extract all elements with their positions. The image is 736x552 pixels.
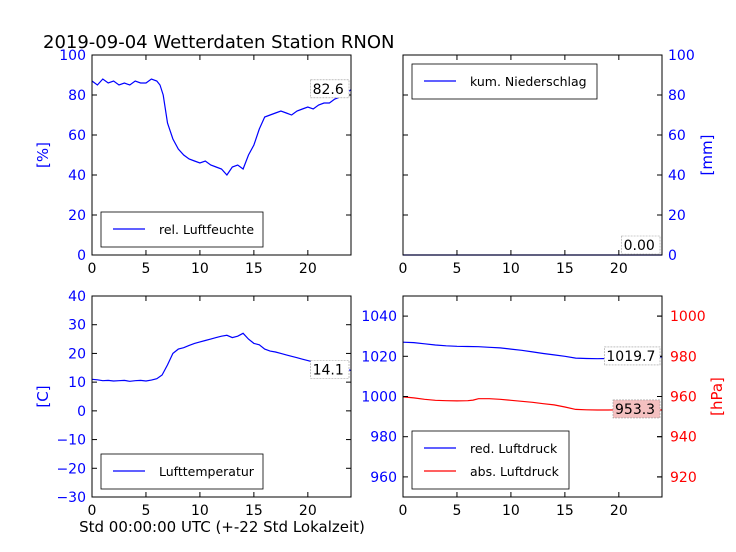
last-value-label-box — [310, 79, 350, 99]
panel-top-left: 0 5 10 15 20 0 20 40 60 80 100 [%] 82.6 rel. Luftfeuc… — [34, 48, 352, 277]
y-tick-label: 100 — [668, 48, 695, 64]
last-value-right-label: 953.3 — [615, 402, 655, 418]
y-axis-label: [%] — [34, 142, 52, 168]
x-tick-label: 10 — [191, 261, 209, 277]
series-line-1 — [91, 332, 352, 382]
x-tick-label: 5 — [141, 261, 150, 277]
x-tick-label: 20 — [610, 261, 628, 277]
x-tick-label: 15 — [245, 503, 263, 519]
y-tick-label: −20 — [56, 461, 86, 477]
legend: Lufttemperatur — [100, 453, 264, 490]
plot-frame — [402, 54, 663, 256]
x-tick-label: 15 — [556, 261, 574, 277]
y-tick-label: 10 — [68, 375, 86, 391]
x-tick-label: 15 — [245, 261, 263, 277]
y-tick-label: 1000 — [361, 390, 397, 406]
x-tick-label: 0 — [399, 261, 408, 277]
plot-frame — [91, 295, 352, 498]
y-tick-label: 1040 — [361, 309, 397, 325]
x-tick-label: 0 — [399, 503, 408, 519]
last-value-label: 14.1 — [313, 362, 344, 378]
legend: kum. Niederschlag — [411, 63, 598, 100]
y-axis-label: [mm] — [698, 135, 716, 176]
x-tick-label: 20 — [610, 503, 628, 519]
y-right-tick-label: 980 — [670, 349, 697, 365]
y-right-tick-label: 920 — [670, 470, 697, 486]
y-tick-label: 60 — [68, 128, 86, 144]
x-tick-label: 0 — [88, 261, 97, 277]
x-tick-label: 5 — [452, 261, 461, 277]
y-tick-label: 100 — [59, 48, 86, 64]
x-tick-label: 5 — [141, 503, 150, 519]
y-tick-label: 80 — [668, 88, 686, 104]
y-tick-label: 30 — [68, 318, 86, 334]
y-tick-label: 20 — [68, 346, 86, 362]
y-right-tick-label: 940 — [670, 430, 697, 446]
x-tick-label: 10 — [502, 503, 520, 519]
y-right-tick-label: 960 — [670, 390, 697, 406]
y-tick-label: 1020 — [361, 349, 397, 365]
series-line-1 — [91, 78, 352, 176]
y-tick-label: 960 — [370, 470, 397, 486]
y-tick-label: −30 — [56, 490, 86, 506]
last-value-label-box — [621, 235, 661, 255]
legend-label: red. Luftdruck — [470, 441, 558, 456]
chart-title: 2019-09-04 Wetterdaten Station RNON — [43, 32, 394, 53]
legend-label: rel. Luftfeuchte — [159, 222, 254, 237]
last-value-label: 0.00 — [624, 238, 655, 254]
y-axis-label: [hPa] — [708, 377, 726, 416]
y-tick-label: 40 — [68, 168, 86, 184]
last-value-label: 1019.7 — [606, 349, 655, 365]
x-tick-label: 10 — [191, 503, 209, 519]
last-value-label-box — [310, 360, 350, 379]
legend-frame — [411, 430, 570, 490]
legend-label: abs. Luftdruck — [470, 464, 560, 479]
x-tick-label: 5 — [452, 503, 461, 519]
y-tick-label: 0 — [77, 248, 86, 264]
last-value-right-label-box — [612, 399, 661, 419]
y-tick-label: 0 — [77, 404, 86, 420]
y-tick-label: 0 — [668, 248, 677, 264]
y-tick-label: 980 — [370, 430, 397, 446]
panel-bottom-left: 0 5 10 15 20 −30 −20 −10 0 10 20 30 40 [C] 14.1 Lufttem… — [34, 289, 352, 519]
y-right-tick-label: 1000 — [670, 309, 706, 325]
legend-label: kum. Niederschlag — [470, 74, 587, 89]
y-tick-label: 40 — [68, 289, 86, 305]
legend: red. Luftdruck abs. Luftdruck — [411, 430, 570, 490]
y-tick-label: 60 — [668, 128, 686, 144]
x-tick-label: 20 — [299, 503, 317, 519]
last-value-label: 82.6 — [313, 82, 344, 98]
x-axis-label: Std 00:00:00 UTC (+-22 Std Lokalzeit) — [79, 518, 365, 536]
legend: rel. Luftfeuchte — [100, 211, 264, 248]
y-tick-label: 20 — [668, 208, 686, 224]
panel-bottom-right: 0 5 10 15 20 960 980 1000 1020 1040 920 940 960 980 10… — [361, 295, 726, 519]
x-tick-label: 0 — [88, 503, 97, 519]
x-tick-label: 15 — [556, 503, 574, 519]
panel-top-right: 0 5 10 15 20 0 20 40 60 80 100 [mm] 0.00 kum. Nieders… — [399, 48, 716, 277]
y-tick-label: 80 — [68, 88, 86, 104]
x-tick-label: 20 — [299, 261, 317, 277]
last-value-label-box — [604, 346, 661, 366]
y-tick-label: −10 — [56, 433, 86, 449]
y-tick-label: 40 — [668, 168, 686, 184]
legend-label: Lufttemperatur — [159, 464, 255, 479]
x-tick-label: 10 — [502, 261, 520, 277]
y-tick-label: 20 — [68, 208, 86, 224]
plot-frame — [91, 54, 352, 256]
y-axis-label: [C] — [34, 385, 52, 407]
